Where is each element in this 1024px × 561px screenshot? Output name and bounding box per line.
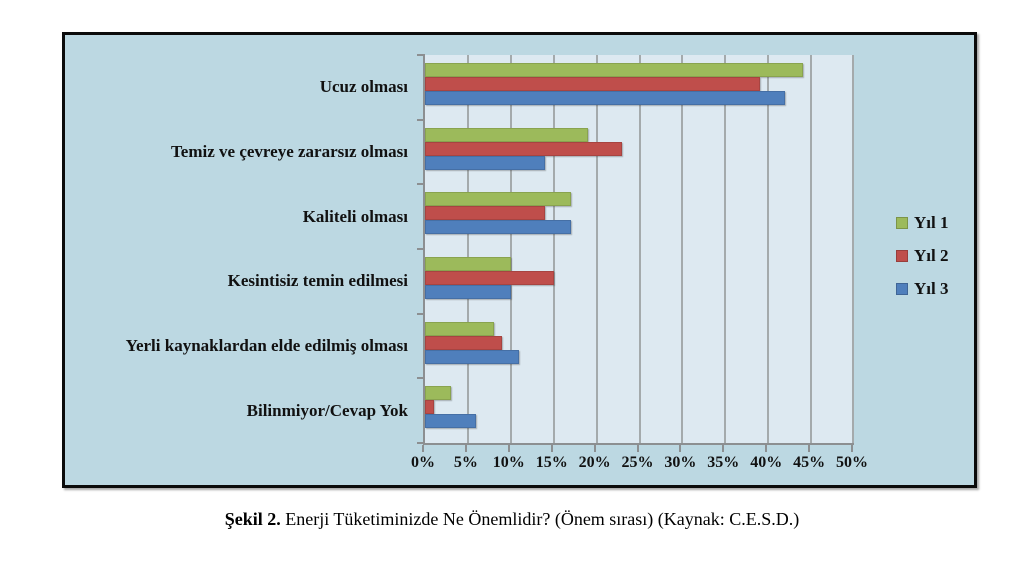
x-axis-tick xyxy=(722,445,725,452)
bar-group xyxy=(425,55,854,120)
legend-swatch xyxy=(896,282,908,295)
x-tick-label: 20% xyxy=(578,454,611,471)
gridline xyxy=(852,55,854,443)
bar xyxy=(425,270,554,285)
category-tick xyxy=(417,183,425,186)
category-tick xyxy=(417,118,425,121)
x-axis-tick xyxy=(636,445,639,452)
x-axis-tick xyxy=(593,445,596,452)
gridline xyxy=(552,55,555,443)
category-axis: Ucuz olması Temiz ve çevreye zararsız olm… xyxy=(67,55,417,443)
bar xyxy=(425,349,520,364)
category-tick xyxy=(417,54,425,56)
legend-item: Yıl 1 xyxy=(896,212,948,233)
x-tick-label: 0% xyxy=(411,454,435,471)
x-tick-label: 45% xyxy=(793,454,826,471)
category-tick xyxy=(417,312,425,315)
gridline xyxy=(681,55,684,443)
x-axis-tick xyxy=(851,445,853,452)
category-label: Kesintisiz temin edilmesi xyxy=(227,271,408,291)
bar xyxy=(425,400,434,415)
x-tick-label: 50% xyxy=(836,454,868,471)
gridline xyxy=(638,55,641,443)
x-tick-label: 25% xyxy=(621,454,654,471)
bar-group xyxy=(425,314,854,379)
bar-group xyxy=(425,120,854,185)
x-tick-label: 35% xyxy=(707,454,740,471)
gridline xyxy=(810,55,813,443)
legend-label: Yıl 1 xyxy=(914,212,949,232)
legend-item: Yıl 3 xyxy=(896,278,948,299)
figure-caption: Şekil 2. Enerji Tüketiminizde Ne Önemlid… xyxy=(0,509,1024,530)
legend-label: Yıl 2 xyxy=(914,245,949,265)
bar xyxy=(425,206,546,221)
gridline xyxy=(509,55,512,443)
bar xyxy=(425,192,571,207)
gridline xyxy=(466,55,469,443)
bar xyxy=(425,335,503,350)
gridline xyxy=(724,55,727,443)
x-axis-tick xyxy=(679,445,682,452)
x-axis-tick xyxy=(765,445,768,452)
category-label: Kaliteli olması xyxy=(302,206,408,226)
bar xyxy=(425,321,494,336)
x-tick-label: 15% xyxy=(535,454,568,471)
legend-swatch xyxy=(896,249,908,262)
legend-item: Yıl 2 xyxy=(896,245,948,266)
x-axis-tick xyxy=(550,445,553,452)
bar xyxy=(425,220,571,235)
bar xyxy=(425,386,451,401)
x-tick-label: 30% xyxy=(664,454,697,471)
bar xyxy=(425,91,786,105)
legend-label: Yıl 3 xyxy=(914,278,949,298)
x-axis-tick xyxy=(464,445,467,452)
category-label: Yerli kaynaklardan elde edilmiş olması xyxy=(125,336,408,356)
chart-frame: Ucuz olması Temiz ve çevreye zararsız olm… xyxy=(62,32,977,488)
bar xyxy=(425,63,803,77)
legend: Yıl 1 Yıl 2 Yıl 3 xyxy=(896,212,948,299)
x-tick-label: 5% xyxy=(453,454,478,471)
caption-text: Enerji Tüketiminizde Ne Önemlidir? (Önem… xyxy=(285,509,800,529)
x-axis-tick xyxy=(422,445,424,452)
category-tick xyxy=(417,377,425,380)
gridline xyxy=(767,55,770,443)
bar xyxy=(425,77,760,91)
bar xyxy=(425,127,589,142)
x-tick-label: 40% xyxy=(750,454,783,471)
x-axis-tick xyxy=(507,445,510,452)
category-tick xyxy=(417,442,425,444)
x-axis-tick xyxy=(808,445,811,452)
category-tick xyxy=(417,248,425,250)
bar-group xyxy=(425,184,854,249)
bar-group xyxy=(425,378,854,443)
bar-group xyxy=(425,249,854,314)
bar xyxy=(425,284,511,299)
category-label: Bilinmiyor/Cevap Yok xyxy=(246,400,408,420)
x-tick-label: 10% xyxy=(492,454,525,471)
plot-area xyxy=(423,55,854,445)
bar xyxy=(425,155,546,170)
category-label: Ucuz olması xyxy=(319,77,408,97)
category-label: Temiz ve çevreye zararsız olması xyxy=(171,142,408,161)
bar xyxy=(425,256,511,271)
legend-swatch xyxy=(896,216,908,229)
gridline xyxy=(595,55,598,443)
caption-prefix: Şekil 2. xyxy=(224,509,281,529)
bar xyxy=(425,414,477,429)
bar xyxy=(425,141,623,156)
